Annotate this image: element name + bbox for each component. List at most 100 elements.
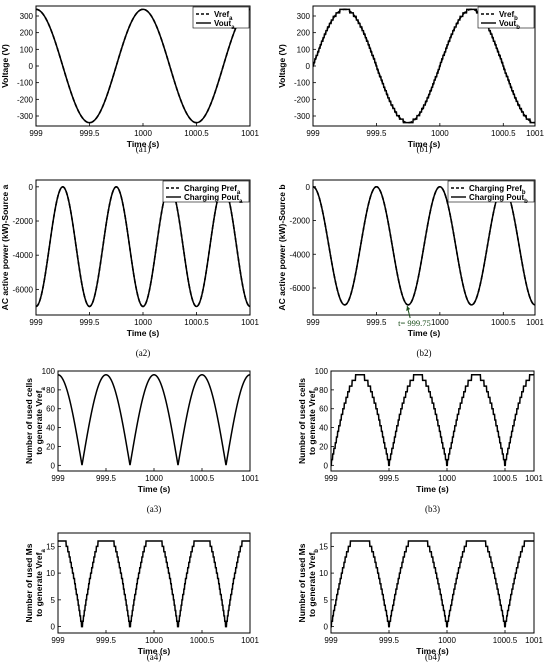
x-tick-label: 999 [29,129,43,138]
chart-panel-5: 999 999.5 1000 1000.5 1001 0 20 40 60 80 100 Time (… [24,367,259,514]
x-tick-label: 1001 [241,129,259,138]
y-tick-label: 15 [46,542,55,551]
series-line-2 [313,8,535,124]
x-tick-label: 1000.5 [190,474,215,483]
x-tick-label: 1000 [145,474,163,483]
series-line-2 [36,8,250,124]
x-tick-label: 1000 [438,636,456,645]
y-axis-label-line1: Number of used cells [24,378,34,464]
y-axis-label-line2: to generate Vrefa [34,549,47,617]
plot-frame [57,532,251,634]
x-tick-label: 999 [51,636,65,645]
y-axis-label: Number of used cells to generate Vrefa [24,378,47,464]
chart-panel-8: 999 999.5 1000 1000.5 1001 0 5 10 15 Time (s) Numb… [297,532,543,662]
chart-panel-1: 999 999.5 1000 1000.5 1001 -300 -200 -100 0 100 20… [0,5,259,154]
series-line-1 [331,374,534,467]
y-tick-label: 15 [319,542,328,551]
x-tick-label: 1000.5 [493,474,518,483]
y-tick-label: -2000 [13,217,34,226]
x-tick-label: 1000.5 [491,129,516,138]
y-tick-label: -2000 [290,217,311,226]
y-tick-label: -200 [294,95,311,104]
y-axis-label-line2: to generate Vrefb [307,549,320,617]
x-tick-label: 1000.5 [184,129,209,138]
y-tick-label: -300 [17,112,34,121]
x-tick-label: 1001 [241,474,259,483]
y-tick-label: 80 [319,386,328,395]
y-tick-label: 0 [324,623,329,632]
panel-caption: (a4) [147,652,162,662]
series-line-1 [58,374,250,466]
panel-caption: (b4) [425,652,440,662]
x-axis-label: Time (s) [127,328,160,338]
x-tick-label: 1000 [438,474,456,483]
x-axis-label: Time (s) [416,646,449,656]
plot-frame [330,370,535,472]
chart-panel-2: 999 999.5 1000 1000.5 1001 -300 -200 -100 0 100 20… [277,5,544,154]
x-axis-label: Time (s) [416,484,449,494]
chart-panel-7: 999 999.5 1000 1000.5 1001 0 5 10 15 Time (s) Numb… [24,532,259,662]
y-tick-label: 0 [306,62,311,71]
x-tick-label: 1000.5 [491,318,516,327]
y-tick-label: 60 [46,405,55,414]
chart-panel-4: 999 999.5 1000 1000.5 1001 -6000 -4000 -2000 0 Ti… [277,179,544,358]
chart-panel-6: 999 999.5 1000 1000.5 1001 0 20 40 60 80 100 Time (… [297,367,543,514]
y-tick-label: 40 [46,424,55,433]
x-tick-label: 999 [306,318,320,327]
plot-frame [57,370,251,472]
x-tick-label: 999 [51,474,65,483]
y-tick-label: 0 [51,461,56,470]
x-tick-label: 1001 [526,129,544,138]
annotation-label: t= 999.75 [398,318,431,328]
y-tick-label: 300 [20,12,34,21]
x-tick-label: 999.5 [366,318,387,327]
y-axis-label: AC active power (kW)-Source a [0,184,10,310]
series-line-2 [313,185,535,306]
y-tick-label: 0 [306,183,311,192]
x-axis-label: Time (s) [138,484,171,494]
y-tick-label: 0 [29,62,34,71]
panel-caption: (b2) [417,348,432,358]
y-tick-label: 0 [29,183,34,192]
y-tick-label: 20 [46,442,55,451]
y-tick-label: 0 [51,623,56,632]
y-tick-label: -300 [294,112,311,121]
x-tick-label: 1000.5 [190,636,215,645]
x-axis-label: Time (s) [138,646,171,656]
y-axis-label: Number of used cells to generate Vrefb [297,378,320,464]
x-tick-label: 999.5 [79,129,100,138]
x-tick-label: 999 [324,474,338,483]
series-line-2 [36,186,250,308]
series-line-1 [36,186,250,308]
x-axis-label: Time (s) [127,139,160,149]
x-tick-label: 999.5 [96,474,117,483]
x-tick-label: 999.5 [379,636,400,645]
x-tick-label: 999.5 [79,318,100,327]
x-axis-label: Time (s) [408,328,441,338]
x-tick-label: 1000 [134,318,152,327]
x-axis-label: Time (s) [408,139,441,149]
y-tick-label: 100 [315,367,329,376]
y-tick-label: 10 [319,569,328,578]
legend-label: Charging Poutb [469,193,528,205]
y-axis-label-line2: to generate Vrefb [307,387,320,455]
y-tick-label: 100 [20,45,34,54]
plot-frame [330,532,535,634]
y-tick-label: -6000 [13,285,34,294]
x-tick-label: 999 [324,636,338,645]
panel-caption: (a1) [136,144,151,154]
y-tick-label: 200 [297,29,311,38]
y-tick-label: 100 [297,45,311,54]
x-tick-label: 1001 [241,636,259,645]
y-tick-label: 80 [46,386,55,395]
x-tick-label: 1001 [241,318,259,327]
y-axis-label-line1: Number of used Ms [24,543,34,622]
y-tick-label: 200 [20,29,34,38]
x-tick-label: 1000.5 [493,636,518,645]
panel-caption: (a3) [147,504,162,514]
legend-box [162,180,250,203]
plot-frame [312,179,536,316]
x-tick-label: 999.5 [379,474,400,483]
y-tick-label: 60 [319,405,328,414]
